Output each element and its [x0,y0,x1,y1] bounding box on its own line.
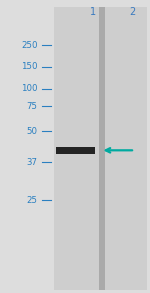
Bar [99,7,105,290]
Text: 1: 1 [90,7,96,17]
Bar [54,7,99,290]
Bar [105,7,147,290]
Bar [56,147,94,154]
Text: 100: 100 [21,84,38,93]
Text: 37: 37 [27,158,38,166]
Text: 50: 50 [27,127,38,136]
Text: 150: 150 [21,62,38,71]
Text: 250: 250 [21,41,38,50]
Text: 2: 2 [129,7,135,17]
Text: 75: 75 [27,102,38,111]
Text: 25: 25 [27,196,38,205]
